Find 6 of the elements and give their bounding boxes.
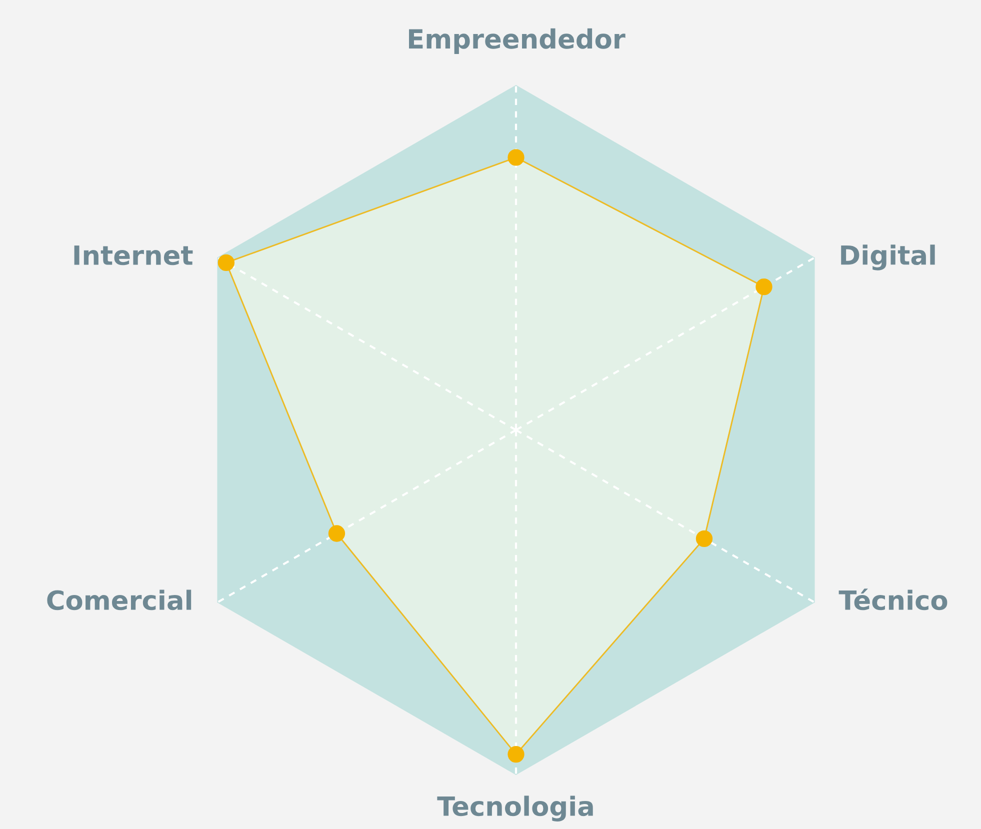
spoke-label: Técnico <box>838 588 948 610</box>
spoke-label: Comercial <box>47 590 192 610</box>
spoke-label: Digital <box>841 244 935 270</box>
spoke-label: Empreendedor <box>409 28 626 54</box>
spoke-label: Tecnologia <box>437 796 593 822</box>
spoke-label: Internet <box>74 246 193 266</box>
